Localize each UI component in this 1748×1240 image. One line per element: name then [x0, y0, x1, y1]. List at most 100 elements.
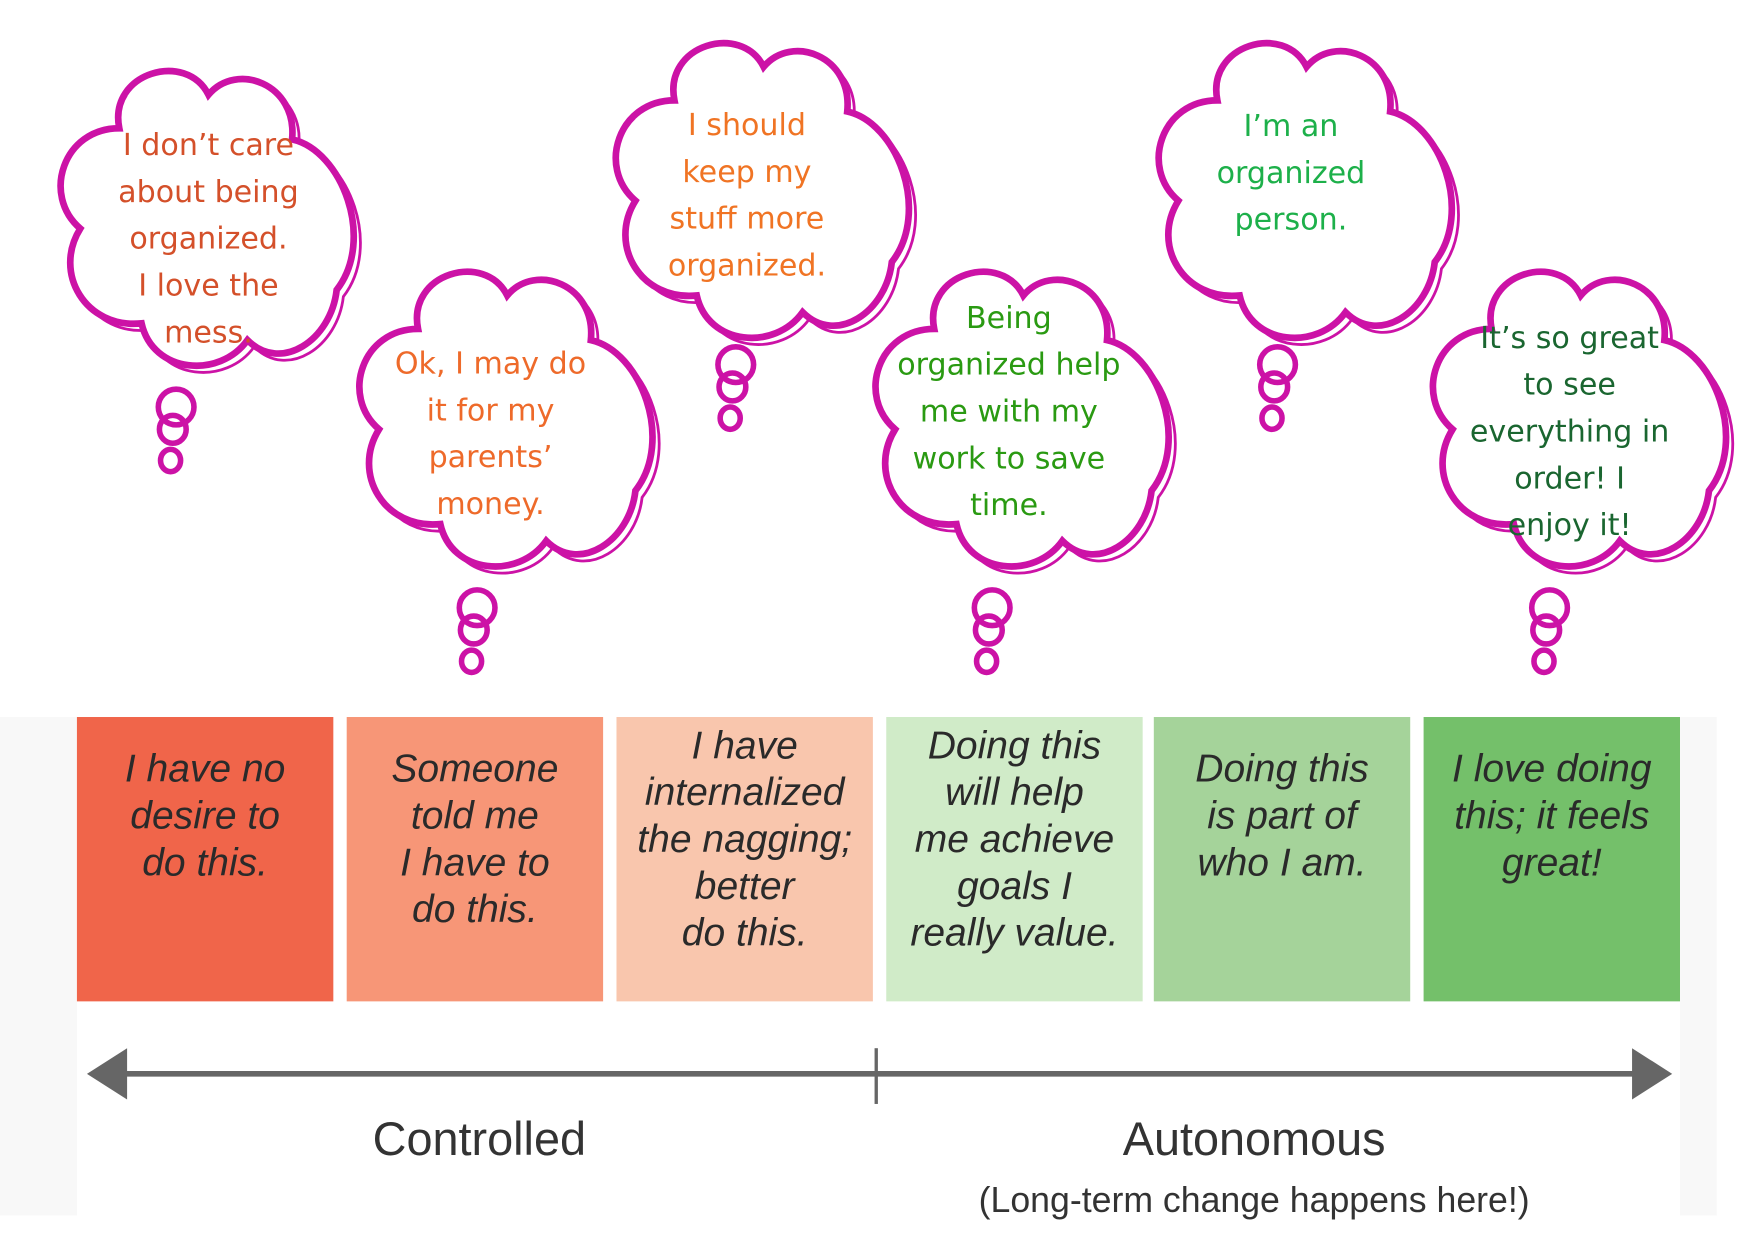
thought-text-line: organized help: [897, 348, 1120, 383]
thought-text-line: money.: [436, 487, 544, 522]
thought-dot: [1256, 344, 1299, 386]
stage-box-fill: [886, 717, 1143, 1002]
cloud-outline: [1155, 39, 1456, 342]
thought-dot: [973, 647, 1000, 676]
stage-text-line: desire to: [130, 795, 280, 838]
thought-dot: [1258, 370, 1291, 404]
stage-text-line: do this.: [412, 888, 538, 931]
thought-text-line: I don’t care: [123, 128, 294, 163]
autonomous-sublabel: (Long-term change happens here!): [979, 1180, 1530, 1220]
stage-text-line: told me: [411, 795, 539, 838]
cloud-outline: [612, 39, 913, 342]
stage-text-line: the nagging;: [637, 818, 852, 861]
stage-text-line: is part of: [1207, 795, 1361, 838]
stage-box-fill: [616, 717, 873, 1002]
stage-text-line: will help: [945, 771, 1084, 814]
thought-text-line: to see: [1523, 368, 1615, 403]
thought-dot: [1528, 587, 1571, 629]
thought-text-line: I should: [688, 108, 806, 143]
thought-text-line: time.: [970, 488, 1048, 523]
stage-text-line: Doing this: [928, 724, 1101, 767]
stage-text-line: Someone: [391, 748, 558, 791]
thought-dot: [156, 412, 189, 447]
stage-text-line: really value.: [910, 912, 1118, 955]
stage-text-line: I have: [692, 724, 798, 767]
thought-dot: [717, 404, 744, 433]
thought-text-line: person.: [1235, 203, 1348, 238]
cloud-outline: [356, 268, 656, 570]
thought-text-line: I love the: [138, 268, 278, 303]
thought-text-line: organized: [1217, 156, 1366, 191]
thought-text-line: keep my: [682, 155, 811, 190]
thought-text-line: stuff more: [670, 202, 825, 237]
stage-text-line: I have no: [125, 748, 286, 791]
thought-bubble: It’s so great to see everything in order! I…: [1429, 268, 1734, 676]
thought-text-line: Ok, I may do: [395, 347, 586, 382]
thought-text-line: I’m an: [1244, 109, 1339, 144]
thought-text-line: organized.: [668, 248, 826, 283]
thought-text-line: Being: [966, 301, 1052, 336]
thought-bubble: I should keep my stuff more organized.: [612, 39, 917, 433]
thought-dot: [1530, 613, 1563, 647]
thought-dot: [972, 613, 1005, 647]
cloud-outline: [1429, 268, 1730, 570]
stage-box-fill: [1423, 717, 1680, 1002]
stage-text-line: me achieve: [915, 818, 1115, 861]
stage-text-line: do this.: [682, 912, 808, 955]
thought-text-line: parents’: [429, 440, 553, 475]
cloud-outline: [57, 67, 357, 369]
thought-text-line: me with my: [920, 395, 1098, 430]
thought-text-line: order! I: [1514, 461, 1625, 496]
stage-box-fill: [76, 717, 334, 1002]
thought-dot: [716, 370, 749, 404]
thought-text-line: everything in: [1470, 415, 1669, 450]
thought-text-line: work to save: [913, 441, 1106, 476]
stage-text-line: Doing this: [1195, 748, 1368, 791]
arrow-left-icon: [86, 1048, 128, 1100]
thought-text-line: organized.: [129, 222, 287, 257]
controlled-label: Controlled: [373, 1113, 586, 1165]
stage-text-line: goals I: [957, 865, 1072, 908]
thought-bubble: Being organized help me with my work to sav…: [872, 268, 1177, 676]
thought-text-line: about being: [118, 175, 299, 210]
thought-dot: [971, 587, 1013, 629]
thought-text-line: mess.: [164, 315, 253, 350]
thought-dot: [155, 386, 197, 428]
thought-text-line: enjoy it!: [1508, 508, 1632, 543]
stage-text-line: great!: [1502, 841, 1602, 884]
thought-dot: [715, 344, 757, 386]
thought-dot: [1259, 404, 1285, 433]
thought-dot: [157, 446, 184, 475]
thought-bubble: Ok, I may do it for my parents’ money.: [356, 268, 661, 676]
content-panel: [76, 717, 1680, 1216]
stage-text-line: I have to: [400, 841, 550, 884]
thought-dot: [458, 647, 485, 676]
thought-bubbles: I don’t care about being organized. I love …: [57, 39, 1734, 676]
stage-text-line: I love doing: [1452, 748, 1652, 791]
thought-dot: [456, 587, 498, 629]
stage-box-fill: [346, 717, 604, 1002]
autonomous-label: Autonomous: [1123, 1113, 1386, 1165]
thought-bubble: I’m an organized person.: [1155, 39, 1460, 433]
stage-box-fill: [1153, 717, 1411, 1002]
stage-text-line: internalized: [645, 771, 846, 814]
stage-text-line: better: [695, 865, 797, 908]
stage-text-line: do this.: [142, 841, 268, 884]
thought-text-line: It’s so great: [1480, 321, 1659, 356]
stage-text-line: who I am.: [1197, 841, 1366, 884]
thought-text-line: it for my: [427, 393, 555, 428]
arrow-right-icon: [1632, 1048, 1673, 1100]
continuum-axis: Controlled Autonomous (Long-term change …: [86, 1048, 1673, 1220]
thought-dot: [457, 613, 490, 647]
stage-text-line: this; it feels: [1454, 795, 1649, 838]
thought-bubble: I don’t care about being organized. I love …: [57, 67, 362, 475]
cloud-outline: [872, 268, 1172, 570]
